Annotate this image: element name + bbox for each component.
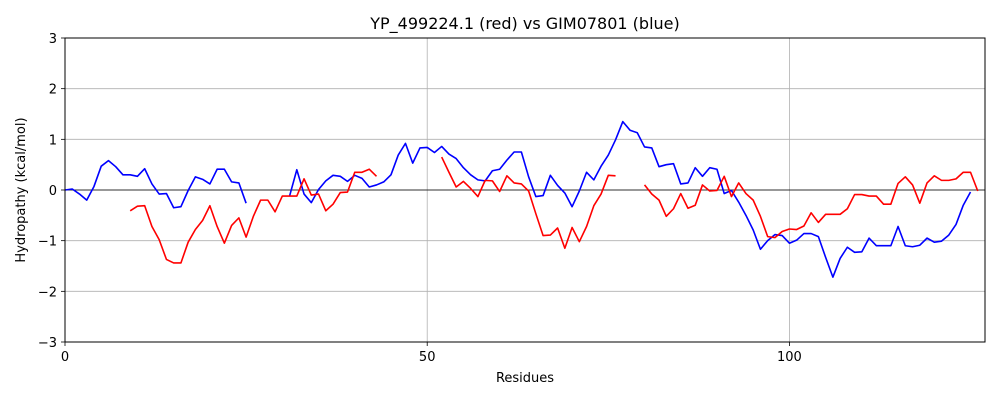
axis-ticks: 0 50 100 −3 −2 −1 0 1 2 3 [38, 32, 802, 365]
x-tick-label: 100 [777, 350, 802, 365]
series-1-segment-2 [643, 171, 979, 239]
y-tick-label: −3 [38, 336, 57, 351]
y-tick-label: 3 [49, 32, 57, 47]
series-lines [64, 120, 979, 278]
y-tick-label: 0 [49, 184, 57, 199]
series-0-segment-1 [288, 120, 972, 278]
y-tick-label: 1 [49, 133, 57, 148]
x-tick-label: 0 [61, 350, 69, 365]
chart-title: YP_499224.1 (red) vs GIM07801 (blue) [369, 14, 680, 34]
y-axis-label: Hydropathy (kcal/mol) [14, 117, 29, 262]
y-tick-label: 2 [49, 83, 57, 98]
series-0-segment-0 [64, 159, 247, 209]
series-1-segment-0 [129, 168, 378, 264]
y-tick-label: −2 [38, 285, 57, 300]
x-axis-label: Residues [496, 371, 554, 386]
series-1-segment-1 [440, 156, 616, 250]
x-tick-label: 50 [419, 350, 436, 365]
y-tick-label: −1 [38, 235, 57, 250]
